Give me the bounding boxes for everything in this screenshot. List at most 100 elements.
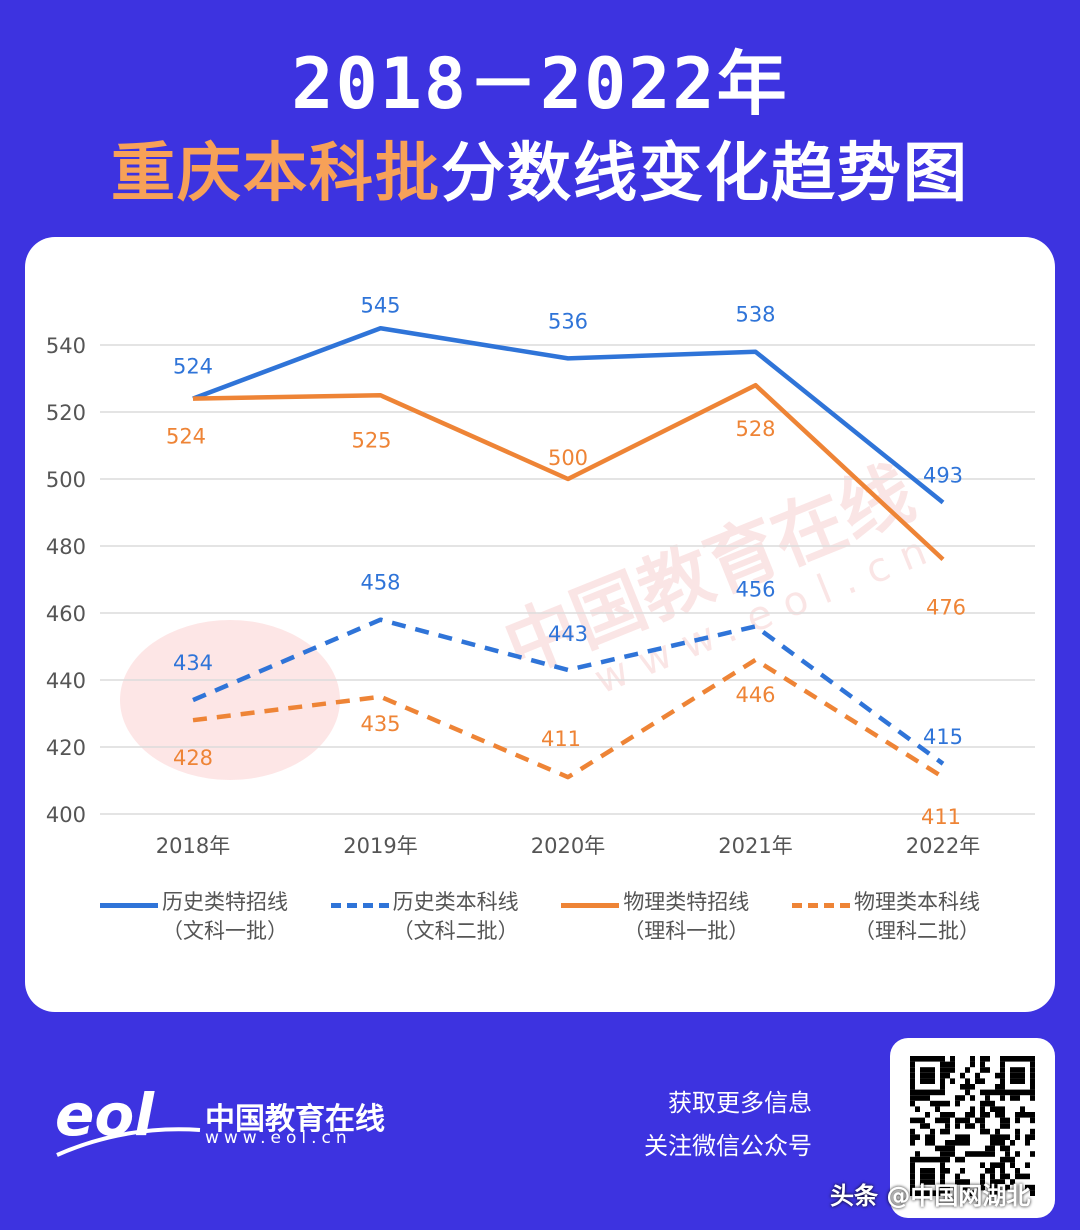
qr-module xyxy=(1010,1078,1015,1084)
qr-module xyxy=(960,1156,965,1163)
qr-module xyxy=(950,1056,955,1062)
qr-module xyxy=(1005,1089,1010,1096)
data-label: 458 xyxy=(360,571,400,595)
qr-module xyxy=(915,1156,920,1163)
qr-module xyxy=(920,1078,925,1084)
qr-module xyxy=(980,1151,985,1157)
qr-code[interactable] xyxy=(890,1038,1055,1218)
qr-module xyxy=(990,1100,995,1107)
qr-module xyxy=(940,1061,945,1068)
qr-module xyxy=(1005,1173,1010,1180)
data-label: 435 xyxy=(360,712,400,736)
qr-module xyxy=(1025,1089,1030,1096)
y-tick-label: 540 xyxy=(46,334,86,358)
qr-module xyxy=(930,1134,935,1140)
qr-module xyxy=(980,1128,985,1135)
qr-module xyxy=(985,1095,990,1101)
qr-module xyxy=(965,1123,970,1129)
qr-module xyxy=(985,1089,990,1096)
qr-module xyxy=(1030,1084,1035,1090)
qr-module xyxy=(930,1156,935,1163)
series-line xyxy=(192,657,945,780)
qr-module xyxy=(910,1078,915,1084)
qr-module xyxy=(970,1061,975,1068)
qr-module xyxy=(920,1156,925,1163)
qr-module xyxy=(940,1072,945,1079)
qr-module xyxy=(910,1168,915,1174)
legend-label: 历史类特招线 xyxy=(162,890,288,914)
qr-module xyxy=(910,1095,915,1101)
data-label: 536 xyxy=(548,309,588,333)
qr-module xyxy=(915,1106,920,1112)
qr-module xyxy=(955,1179,960,1185)
qr-module xyxy=(950,1112,955,1118)
qr-module xyxy=(940,1145,945,1152)
qr-module xyxy=(1000,1123,1005,1129)
qr-module xyxy=(985,1112,990,1118)
qr-module xyxy=(975,1117,980,1124)
qr-module xyxy=(925,1067,930,1073)
qr-module xyxy=(970,1106,975,1112)
qr-module xyxy=(1010,1067,1015,1073)
legend-item: 物理类本科线 （理科二批） xyxy=(791,888,980,946)
qr-module xyxy=(945,1117,950,1124)
qr-module xyxy=(925,1168,930,1174)
x-tick-label: 2020年 xyxy=(531,834,605,858)
qr-module xyxy=(995,1072,1000,1079)
qr-module xyxy=(910,1184,915,1191)
qr-module xyxy=(925,1112,930,1118)
qr-module xyxy=(940,1056,945,1062)
qr-module xyxy=(1020,1072,1025,1079)
qr-module xyxy=(930,1168,935,1174)
qr-module xyxy=(1015,1128,1020,1135)
qr-module xyxy=(965,1117,970,1124)
qr-module xyxy=(915,1117,920,1124)
qr-module xyxy=(960,1184,965,1191)
info-line1: 获取更多信息 xyxy=(668,1089,812,1117)
qr-module xyxy=(1025,1173,1030,1180)
qr-module xyxy=(940,1179,945,1185)
qr-module xyxy=(910,1179,915,1185)
qr-module xyxy=(950,1145,955,1152)
qr-module xyxy=(950,1078,955,1084)
y-tick-label: 440 xyxy=(46,669,86,693)
qr-module xyxy=(930,1128,935,1135)
qr-module xyxy=(910,1190,915,1196)
qr-module xyxy=(915,1190,920,1196)
qr-module xyxy=(1020,1173,1025,1180)
qr-module xyxy=(965,1134,970,1140)
qr-module xyxy=(1005,1145,1010,1152)
qr-module xyxy=(950,1067,955,1073)
qr-module xyxy=(980,1106,985,1112)
qr-module xyxy=(940,1084,945,1090)
qr-module xyxy=(945,1145,950,1152)
qr-module xyxy=(980,1112,985,1118)
qr-module xyxy=(995,1190,1000,1196)
qr-module xyxy=(930,1072,935,1079)
qr-module xyxy=(920,1168,925,1174)
qr-module xyxy=(995,1184,1000,1191)
qr-module xyxy=(970,1123,975,1129)
qr-module xyxy=(910,1100,915,1107)
qr-module xyxy=(970,1112,975,1118)
y-tick-label: 500 xyxy=(46,468,86,492)
qr-module xyxy=(985,1128,990,1135)
qr-module xyxy=(920,1117,925,1124)
qr-module xyxy=(915,1095,920,1101)
qr-module xyxy=(935,1106,940,1112)
qr-module xyxy=(965,1067,970,1073)
qr-module xyxy=(1030,1190,1035,1196)
qr-module xyxy=(985,1067,990,1073)
legend-item: 历史类本科线 （文科二批） xyxy=(330,888,519,946)
qr-module xyxy=(955,1134,960,1140)
qr-module xyxy=(955,1117,960,1124)
qr-module xyxy=(920,1067,925,1073)
qr-module xyxy=(1015,1112,1020,1118)
qr-module xyxy=(1000,1056,1005,1062)
y-tick-label: 520 xyxy=(46,401,86,425)
qr-module xyxy=(1000,1140,1005,1146)
qr-module xyxy=(1020,1089,1025,1096)
qr-module xyxy=(1000,1072,1005,1079)
qr-module xyxy=(1015,1078,1020,1084)
